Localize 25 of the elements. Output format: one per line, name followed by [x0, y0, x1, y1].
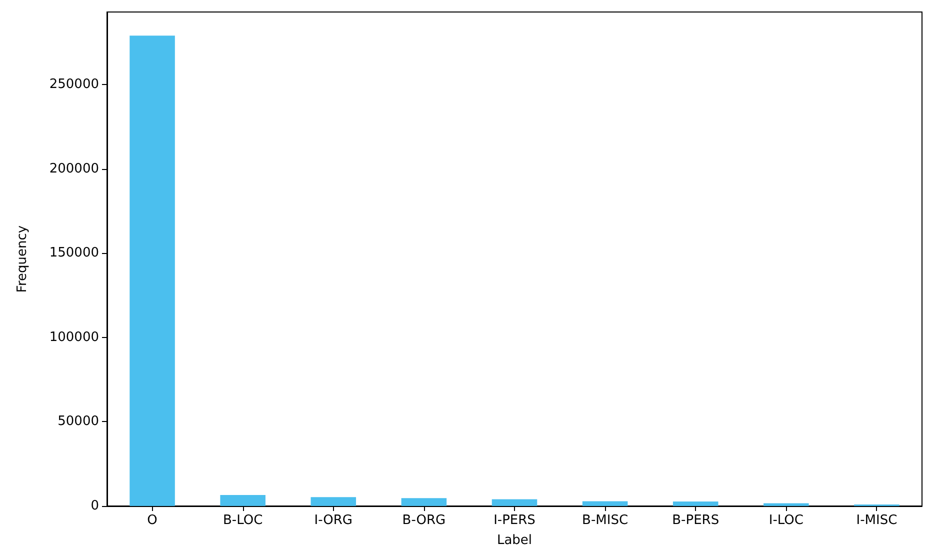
x-axis-title: Label	[496, 533, 532, 548]
y-tick-label: 50000	[58, 414, 99, 430]
y-tick-label: 250000	[49, 77, 99, 92]
x-tick-label: B-LOC	[222, 513, 263, 528]
bar	[220, 495, 266, 506]
x-tick-label: I-ORG	[314, 513, 353, 528]
x-tick-label: I-MISC	[856, 513, 898, 528]
x-tick-label: O	[147, 513, 158, 528]
x-tick-label: B-MISC	[582, 513, 628, 528]
x-tick-label: I-PERS	[494, 513, 536, 528]
y-tick-label: 0	[90, 498, 99, 514]
x-tick-label: B-PERS	[672, 513, 720, 528]
bar	[764, 503, 809, 506]
y-axis-title: Frequency	[15, 225, 30, 293]
bar	[672, 501, 718, 506]
bar	[582, 501, 628, 506]
bar	[492, 499, 538, 506]
y-tick-label: 150000	[49, 246, 99, 261]
bar	[401, 498, 447, 506]
y-tick-label: 200000	[49, 161, 99, 176]
x-tick-label: B-ORG	[402, 513, 446, 528]
x-tick-label: I-LOC	[768, 513, 804, 528]
bar	[310, 497, 356, 506]
bar	[130, 36, 175, 506]
y-tick-label: 100000	[49, 330, 99, 345]
